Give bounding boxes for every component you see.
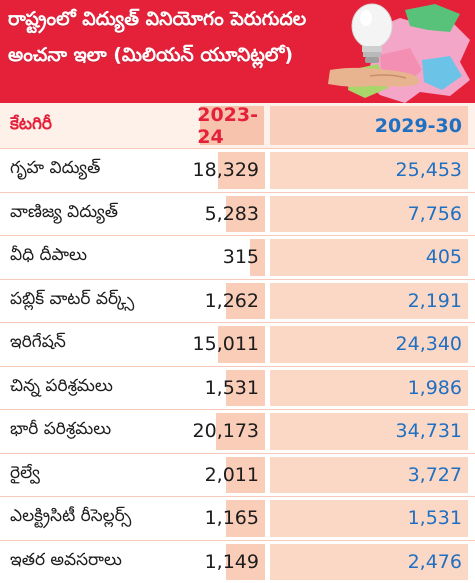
value-2023-24: 15,011 bbox=[193, 326, 265, 363]
table-row: చిన్న పరిశ్రమలు 1,531 1,986 bbox=[0, 365, 475, 410]
value-2029-30: 25,453 bbox=[270, 152, 468, 189]
value-2029-30: 3,727 bbox=[270, 456, 468, 493]
value-2029-30: 24,340 bbox=[270, 326, 468, 363]
value-2029-30: 1,531 bbox=[270, 500, 468, 537]
table-row: ఇరిగేషన్ 15,011 24,340 bbox=[0, 322, 475, 366]
table-row: ఇతర అవసరాలు 1,149 2,476 bbox=[0, 539, 475, 583]
value-2023-24: 315 bbox=[223, 239, 265, 276]
column-header-category: కేటగిరీ bbox=[10, 113, 52, 134]
table-row: వాణిజ్య విద్యుత్ 5,283 7,756 bbox=[0, 191, 475, 236]
value-2023-24: 18,329 bbox=[193, 152, 265, 189]
value-2023-24: 1,165 bbox=[205, 500, 265, 537]
category-label: ఎలక్ట్రిసిటీ రీసెల్లర్స్ bbox=[10, 506, 132, 527]
table-row: రైల్వే 2,011 3,727 bbox=[0, 452, 475, 497]
category-label: గృహ విద్యుత్ bbox=[10, 158, 101, 179]
table-row: పబ్లిక్ వాటర్ వర్క్స్ 1,262 2,191 bbox=[0, 278, 475, 323]
category-label: చిన్న పరిశ్రమలు bbox=[10, 375, 113, 396]
category-label: పబ్లిక్ వాటర్ వర్క్స్ bbox=[10, 288, 135, 309]
value-2023-24: 2,011 bbox=[205, 456, 265, 493]
table-row: భారీ పరిశ్రమలు 20,173 34,731 bbox=[0, 409, 475, 453]
title-line-1: రాష్ట్రంలో విద్యుత్ వినియోగం పెరుగుదల bbox=[8, 8, 307, 30]
value-2023-24: 5,283 bbox=[205, 195, 265, 232]
state-map-graphic bbox=[328, 3, 470, 103]
value-2023-24: 1,531 bbox=[205, 369, 265, 406]
category-label: వాణిజ్య విద్యుత్ bbox=[10, 201, 118, 222]
consumption-table: కేటగిరీ 2023-24 2029-30 గృహ విద్యుత్ 18,… bbox=[0, 103, 475, 583]
value-2023-24: 20,173 bbox=[193, 413, 265, 450]
value-2029-30: 1,986 bbox=[270, 369, 468, 406]
value-2029-30: 34,731 bbox=[270, 413, 468, 450]
table-row: వీధి దీపాలు 315 405 bbox=[0, 235, 475, 279]
category-label: ఇతర అవసరాలు bbox=[10, 549, 122, 570]
column-header-2029-30: 2029-30 bbox=[270, 106, 468, 145]
value-2029-30: 7,756 bbox=[270, 195, 468, 232]
table-header-row: కేటగిరీ 2023-24 2029-30 bbox=[0, 103, 475, 148]
title-line-2: అంచనా ఇలా (మిలియన్ యూనిట్లలో) bbox=[8, 44, 294, 66]
value-2029-30: 2,191 bbox=[270, 282, 468, 319]
hand-icon bbox=[328, 67, 420, 87]
column-header-2023-24: 2023-24 bbox=[197, 104, 264, 148]
category-label: ఇరిగేషన్ bbox=[10, 332, 66, 353]
category-label: భారీ పరిశ్రమలు bbox=[10, 419, 112, 440]
table-row: గృహ విద్యుత్ 18,329 25,453 bbox=[0, 148, 475, 192]
title-banner: రాష్ట్రంలో విద్యుత్ వినియోగం పెరుగుదల అం… bbox=[0, 0, 475, 103]
category-label: రైల్వే bbox=[10, 462, 40, 483]
value-2023-24: 1,149 bbox=[205, 543, 265, 580]
value-2029-30: 405 bbox=[270, 239, 468, 276]
value-2023-24: 1,262 bbox=[205, 282, 265, 319]
category-label: వీధి దీపాలు bbox=[10, 245, 87, 266]
table-row: ఎలక్ట్రిసిటీ రీసెల్లర్స్ 1,165 1,531 bbox=[0, 496, 475, 540]
light-bulb-icon bbox=[351, 3, 393, 63]
value-2029-30: 2,476 bbox=[270, 543, 468, 580]
